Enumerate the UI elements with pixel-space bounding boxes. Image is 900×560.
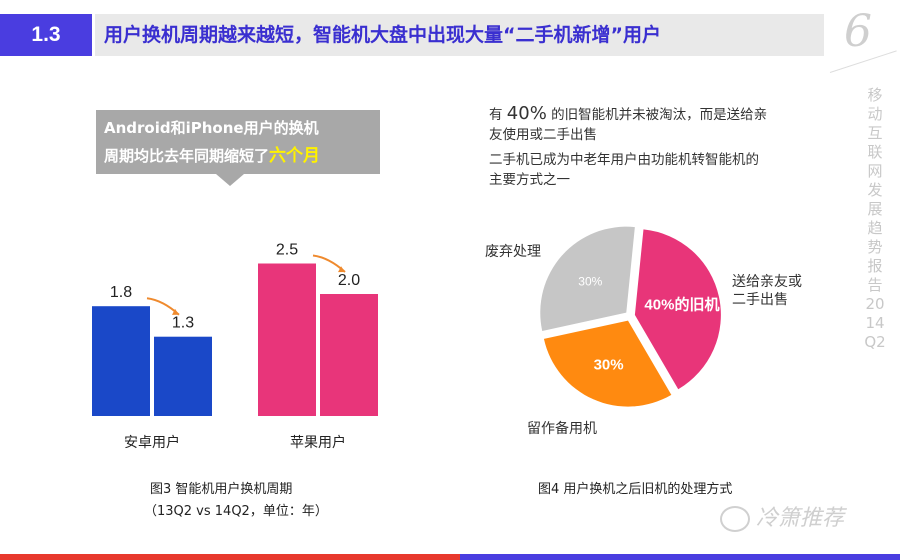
callout-box — [96, 110, 380, 174]
pie-value-label-2: 30% — [578, 275, 602, 289]
callout-line-2-prefix: 周期均比去年同期缩短了 — [104, 147, 270, 165]
pie-slice-1 — [543, 320, 672, 407]
watermark-text: 冷箫推荐 — [756, 506, 845, 531]
header-bar: 1.3 用户换机周期越来越短，智能机大盘中出现大量“二手机新增”用户 — [0, 14, 824, 56]
pie-slice-0 — [634, 229, 721, 390]
bar-1-0 — [258, 263, 316, 416]
bar-value-label-1-1: 2.0 — [338, 272, 360, 289]
pie-outer-label-0-line2: 二手出售 — [732, 291, 788, 307]
trend-arrowhead-1 — [338, 266, 345, 273]
section-number: 1.3 — [0, 14, 92, 56]
bar-0-1 — [154, 336, 212, 416]
note-prefix: 有 — [489, 107, 507, 123]
wechat-icon — [720, 506, 750, 532]
note-suffix: 的旧智能机并未被淘汰，而是送给亲 — [546, 107, 768, 123]
pie-outer-label-0-line1: 送给亲友或 — [732, 273, 802, 289]
footer-blue — [460, 554, 900, 560]
callout-text: Android和iPhone用户的换机 周期均比去年同期缩短了六个月 — [104, 114, 384, 170]
callout-line-1: Android和iPhone用户的换机 — [104, 119, 319, 137]
title-background — [95, 14, 824, 56]
note-line-3: 二手机已成为中老年用户由功能机转智能机的 — [489, 152, 759, 168]
pie-value-label-0: 40%的旧机 — [644, 296, 719, 314]
footer-red — [0, 554, 460, 560]
callout-highlight: 六个月 — [269, 146, 321, 166]
watermark: 冷箫推荐 — [720, 500, 844, 532]
bar-chart-title: 图3 智能机用户换机周期 — [150, 482, 293, 497]
callout-tail — [216, 174, 244, 186]
bar-0-0 — [92, 306, 150, 416]
bar-value-label-1-0: 2.5 — [276, 242, 298, 259]
bar-1-1 — [320, 294, 378, 416]
category-label-1: 苹果用户 — [290, 434, 346, 450]
side-title: 移动互联网发展趋势报告 2014Q2 — [864, 86, 886, 351]
page-number: 6 — [844, 6, 872, 57]
bar-value-label-0-1: 1.3 — [172, 315, 194, 332]
category-label-0: 安卓用户 — [124, 434, 180, 450]
callout-line-2: 周期均比去年同期缩短了六个月 — [104, 142, 384, 170]
note-line-1: 有 40% 的旧智能机并未被淘汰，而是送给亲 — [489, 104, 767, 125]
pie-chart-title: 图4 用户换机之后旧机的处理方式 — [538, 482, 733, 497]
page-title: 用户换机周期越来越短，智能机大盘中出现大量“二手机新增”用户 — [104, 24, 661, 46]
pie-slice-2 — [540, 226, 635, 331]
note-percent: 40% — [506, 103, 547, 124]
bar-chart-subtitle: （13Q2 vs 14Q2，单位：年） — [144, 504, 328, 519]
trend-arrowhead-0 — [172, 308, 179, 315]
pie-outer-label-2: 废弃处理 — [485, 243, 541, 259]
note-line-4: 主要方式之一 — [489, 172, 570, 188]
note-line-2: 友使用或二手出售 — [489, 127, 597, 143]
bar-value-label-0-0: 1.8 — [110, 284, 132, 301]
pie-value-label-1: 30% — [594, 357, 624, 374]
pie-outer-label-1: 留作备用机 — [527, 420, 597, 436]
footer-bar — [0, 554, 900, 560]
